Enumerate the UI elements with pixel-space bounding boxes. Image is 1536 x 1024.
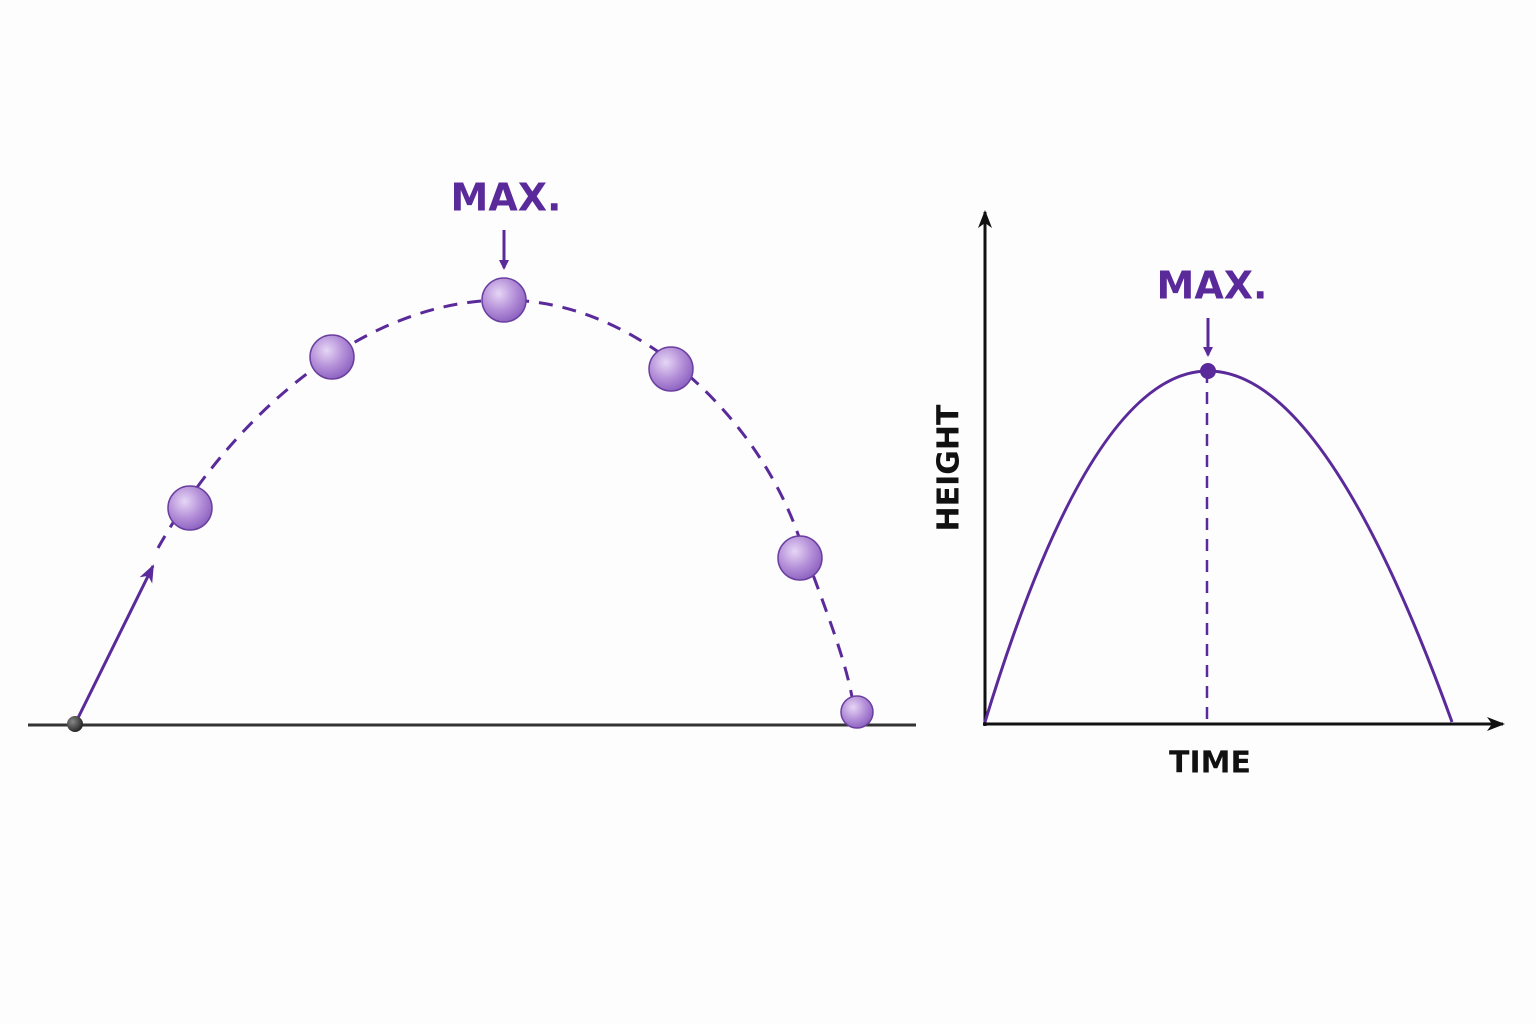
ball [648, 346, 694, 392]
height-curve [983, 369, 1454, 723]
ball [481, 277, 527, 323]
ball [309, 334, 355, 380]
balls [167, 277, 874, 729]
graph: MAX. HEIGHT TIME [932, 210, 1505, 781]
trajectory: MAX. [28, 176, 916, 732]
launch-point [67, 716, 83, 732]
max-label: MAX. [451, 176, 562, 220]
dashed-path [156, 298, 854, 698]
max-label: MAX. [1157, 264, 1268, 308]
x-axis-label: TIME [1169, 746, 1251, 781]
launch-arrow [74, 564, 155, 723]
y-axis-label: HEIGHT [932, 404, 967, 531]
ball [167, 485, 213, 531]
max-point [1200, 363, 1216, 379]
ball [777, 535, 823, 581]
ball [840, 695, 874, 729]
